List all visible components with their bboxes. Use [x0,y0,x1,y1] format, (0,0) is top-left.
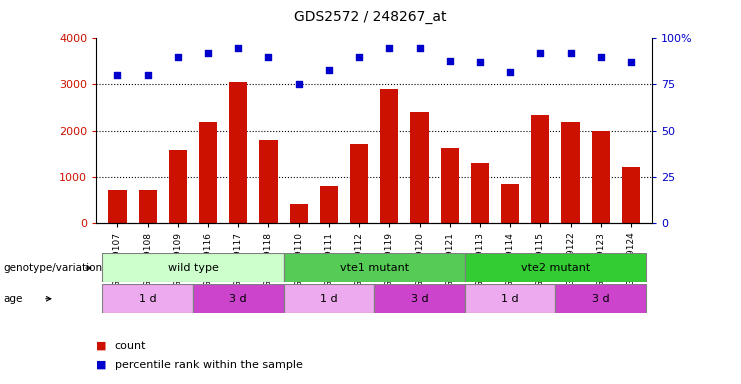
Point [413,45,425,51]
Text: vte2 mutant: vte2 mutant [521,263,590,273]
Point [202,50,214,56]
Bar [471,163,489,223]
Text: count: count [115,341,147,351]
Bar [290,204,308,223]
Text: ■: ■ [96,360,107,370]
Text: 3 d: 3 d [592,293,610,304]
Text: percentile rank within the sample: percentile rank within the sample [115,360,303,370]
Bar [501,184,519,223]
Point [233,45,245,51]
Text: 3 d: 3 d [411,293,428,304]
Bar [465,284,556,313]
Bar [374,284,465,313]
Bar [556,284,646,313]
Bar [562,122,579,223]
Text: age: age [4,294,23,304]
Point [595,54,607,60]
Point [444,58,456,64]
Point [625,59,637,65]
Point [262,54,274,60]
Text: vte1 mutant: vte1 mutant [339,263,409,273]
Bar [193,284,284,313]
Bar [622,167,640,223]
Text: 1 d: 1 d [502,293,519,304]
Text: 1 d: 1 d [320,293,338,304]
Bar [350,144,368,223]
Bar [591,131,610,223]
Text: ■: ■ [96,341,107,351]
Bar [199,122,217,223]
Bar [531,115,549,223]
Point [293,81,305,88]
Bar [320,186,338,223]
Bar [169,150,187,223]
Text: wild type: wild type [167,263,219,273]
Bar [411,112,428,223]
Bar [284,253,465,282]
Text: GDS2572 / 248267_at: GDS2572 / 248267_at [294,10,447,23]
Point [353,54,365,60]
Point [142,72,153,78]
Point [565,50,576,56]
Bar [139,190,157,223]
Point [474,59,486,65]
Text: 1 d: 1 d [139,293,156,304]
Bar [259,140,278,223]
Point [383,45,395,51]
Point [534,50,546,56]
Point [112,72,124,78]
Bar [102,284,193,313]
Text: 3 d: 3 d [230,293,247,304]
Bar [229,82,247,223]
Bar [102,253,284,282]
Point [172,54,184,60]
Bar [465,253,646,282]
Bar [380,89,399,223]
Text: genotype/variation: genotype/variation [4,263,103,273]
Bar [108,190,127,223]
Point [504,68,516,74]
Point [323,67,335,73]
Bar [284,284,374,313]
Bar [441,148,459,223]
